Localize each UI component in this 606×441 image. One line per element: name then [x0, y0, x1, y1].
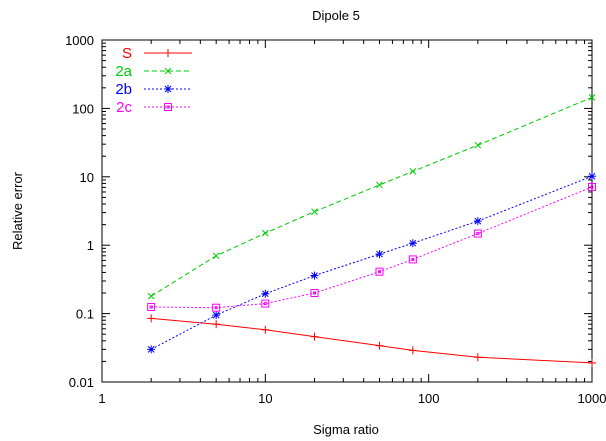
data-point-2c	[147, 302, 156, 311]
data-point-S	[147, 314, 156, 323]
y-tick-label: 1000	[65, 33, 94, 48]
data-point-2c	[212, 303, 221, 312]
data-point-2a	[147, 292, 155, 300]
legend-label: S	[122, 45, 132, 62]
series-2a	[147, 94, 596, 300]
series-2c	[147, 182, 596, 312]
data-point-2c	[408, 255, 417, 264]
legend-marker	[164, 49, 172, 57]
data-point-2b	[212, 311, 221, 320]
x-axis-label: Sigma ratio	[313, 422, 379, 437]
data-point-2c	[261, 299, 270, 308]
legend-item-2b: 2b	[115, 81, 192, 98]
data-point-2c	[473, 229, 482, 238]
data-point-S	[375, 341, 384, 350]
data-point-S	[310, 332, 319, 341]
data-point-2b	[408, 239, 417, 248]
series-2b	[147, 172, 596, 354]
legend-marker	[164, 67, 172, 75]
legend-label: 2c	[116, 99, 132, 116]
data-point-2b	[588, 172, 596, 181]
data-point-S	[212, 320, 221, 329]
x-tick-label: 1	[98, 391, 105, 406]
data-point-2a	[474, 141, 482, 149]
series-layer	[147, 94, 596, 367]
data-point-2a	[409, 168, 417, 175]
series-line-2c	[151, 186, 593, 309]
data-point-2b	[375, 250, 384, 259]
y-tick-label: 10	[80, 170, 94, 185]
y-axis: 0.01 0.1 1 10 100 1000	[65, 33, 592, 390]
data-point-2c	[375, 267, 384, 276]
data-point-2b	[147, 345, 156, 354]
data-point-2b	[473, 217, 482, 226]
data-point-S	[408, 346, 417, 355]
y-axis-label: Relative error	[10, 171, 25, 250]
data-point-2b	[310, 271, 319, 280]
data-point-S	[588, 358, 596, 367]
plot-frame	[101, 39, 593, 383]
y-tick-label: 1	[87, 238, 94, 253]
x-tick-label: 10	[258, 391, 272, 406]
x-tick-label: 1000	[578, 391, 606, 406]
legend-label: 2a	[115, 63, 132, 80]
chart-title: Dipole 5	[312, 8, 360, 23]
series-S	[147, 314, 596, 367]
x-tick-label: 100	[418, 391, 440, 406]
data-point-S	[261, 325, 270, 334]
data-point-2a	[212, 252, 220, 260]
data-point-2c	[310, 289, 319, 298]
legend-item-2a: 2a	[115, 63, 192, 80]
data-point-2a	[311, 208, 318, 215]
y-tick-label: 100	[72, 101, 94, 116]
data-point-2c	[588, 182, 596, 191]
y-tick-label: 0.01	[69, 375, 94, 390]
data-point-2b	[261, 289, 270, 298]
series-line-S	[151, 317, 593, 364]
data-point-2a	[376, 181, 383, 189]
x-axis: 1 10 100 1000	[98, 40, 606, 406]
legend-label: 2b	[115, 81, 132, 98]
series-line-2b	[150, 175, 593, 350]
legend-item-2c: 2c	[116, 99, 192, 116]
legend-marker	[164, 103, 172, 111]
data-point-2a	[588, 94, 596, 101]
data-point-S	[473, 353, 482, 362]
series-line-2a	[150, 96, 593, 297]
legend-marker	[164, 85, 172, 93]
data-point-2a	[261, 229, 269, 237]
y-tick-label: 0.1	[76, 307, 94, 322]
legend-item-S: S	[122, 45, 192, 62]
